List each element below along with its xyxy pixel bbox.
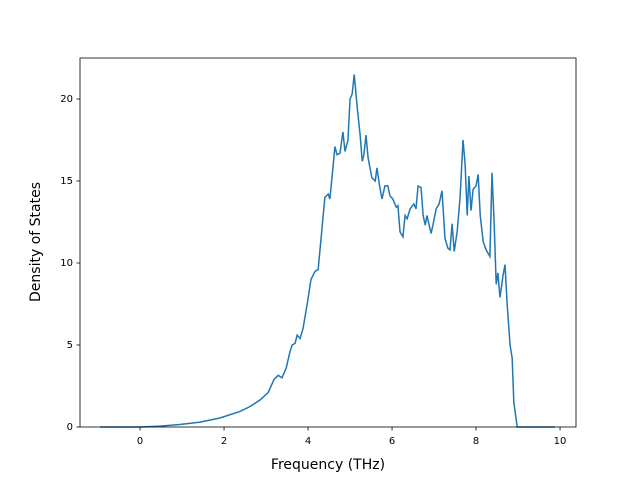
y-tick-label: 20 (60, 94, 73, 105)
x-tick-label: 6 (389, 436, 395, 447)
y-tick-label: 15 (60, 176, 73, 187)
x-tick-label: 0 (137, 436, 143, 447)
y-tick-label: 10 (60, 258, 73, 269)
x-tick-label: 2 (221, 436, 227, 447)
y-tick-label: 0 (67, 422, 73, 433)
x-axis-label: Frequency (THz) (271, 457, 385, 473)
x-tick-label: 10 (554, 436, 567, 447)
x-tick-label: 4 (305, 436, 311, 447)
axes-frame (79, 57, 577, 428)
data-line (100, 74, 556, 428)
y-axis-label: Density of States (28, 182, 44, 302)
y-tick-label: 5 (67, 340, 73, 351)
x-tick-label: 8 (473, 436, 479, 447)
